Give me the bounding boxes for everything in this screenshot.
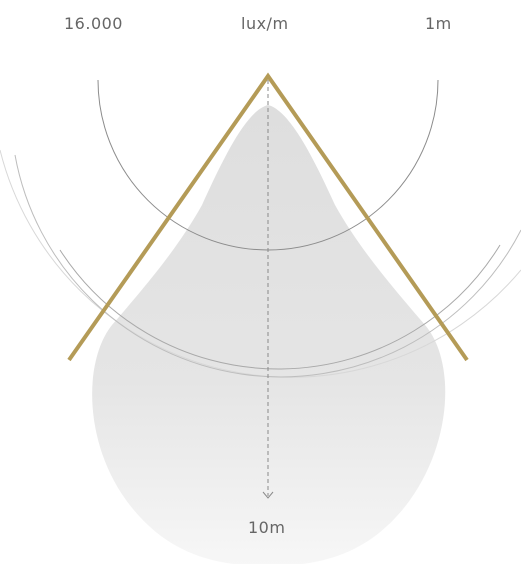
beam-angle-outline	[67, 72, 469, 362]
chevron-down-icon	[262, 491, 274, 499]
unit-label: lux/m	[241, 14, 289, 33]
light-cone-fill	[92, 105, 446, 564]
ring-middle	[14, 154, 521, 378]
ring-lower	[59, 244, 501, 370]
axis-distance-label: 10m	[248, 518, 286, 537]
reference-distance-label: 1m	[425, 14, 452, 33]
lux-value-label: 16.000	[64, 14, 123, 33]
ring-outer	[0, 149, 521, 378]
